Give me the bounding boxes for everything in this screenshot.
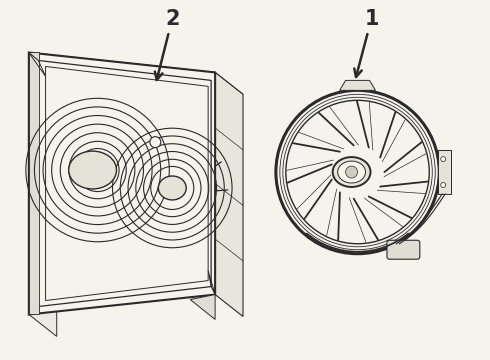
FancyBboxPatch shape — [387, 240, 420, 259]
Polygon shape — [190, 294, 215, 319]
Circle shape — [441, 157, 446, 162]
Ellipse shape — [338, 161, 366, 183]
Ellipse shape — [69, 151, 117, 189]
Text: 2: 2 — [155, 9, 179, 80]
Polygon shape — [29, 53, 215, 315]
Polygon shape — [340, 80, 375, 90]
Ellipse shape — [333, 157, 370, 187]
Bar — [438, 150, 451, 194]
Circle shape — [345, 166, 358, 178]
Polygon shape — [29, 53, 57, 336]
Circle shape — [150, 137, 161, 148]
Circle shape — [441, 183, 446, 188]
Polygon shape — [215, 72, 243, 316]
Polygon shape — [29, 53, 39, 315]
Polygon shape — [29, 53, 243, 94]
Text: 1: 1 — [354, 9, 379, 77]
Ellipse shape — [158, 176, 186, 200]
